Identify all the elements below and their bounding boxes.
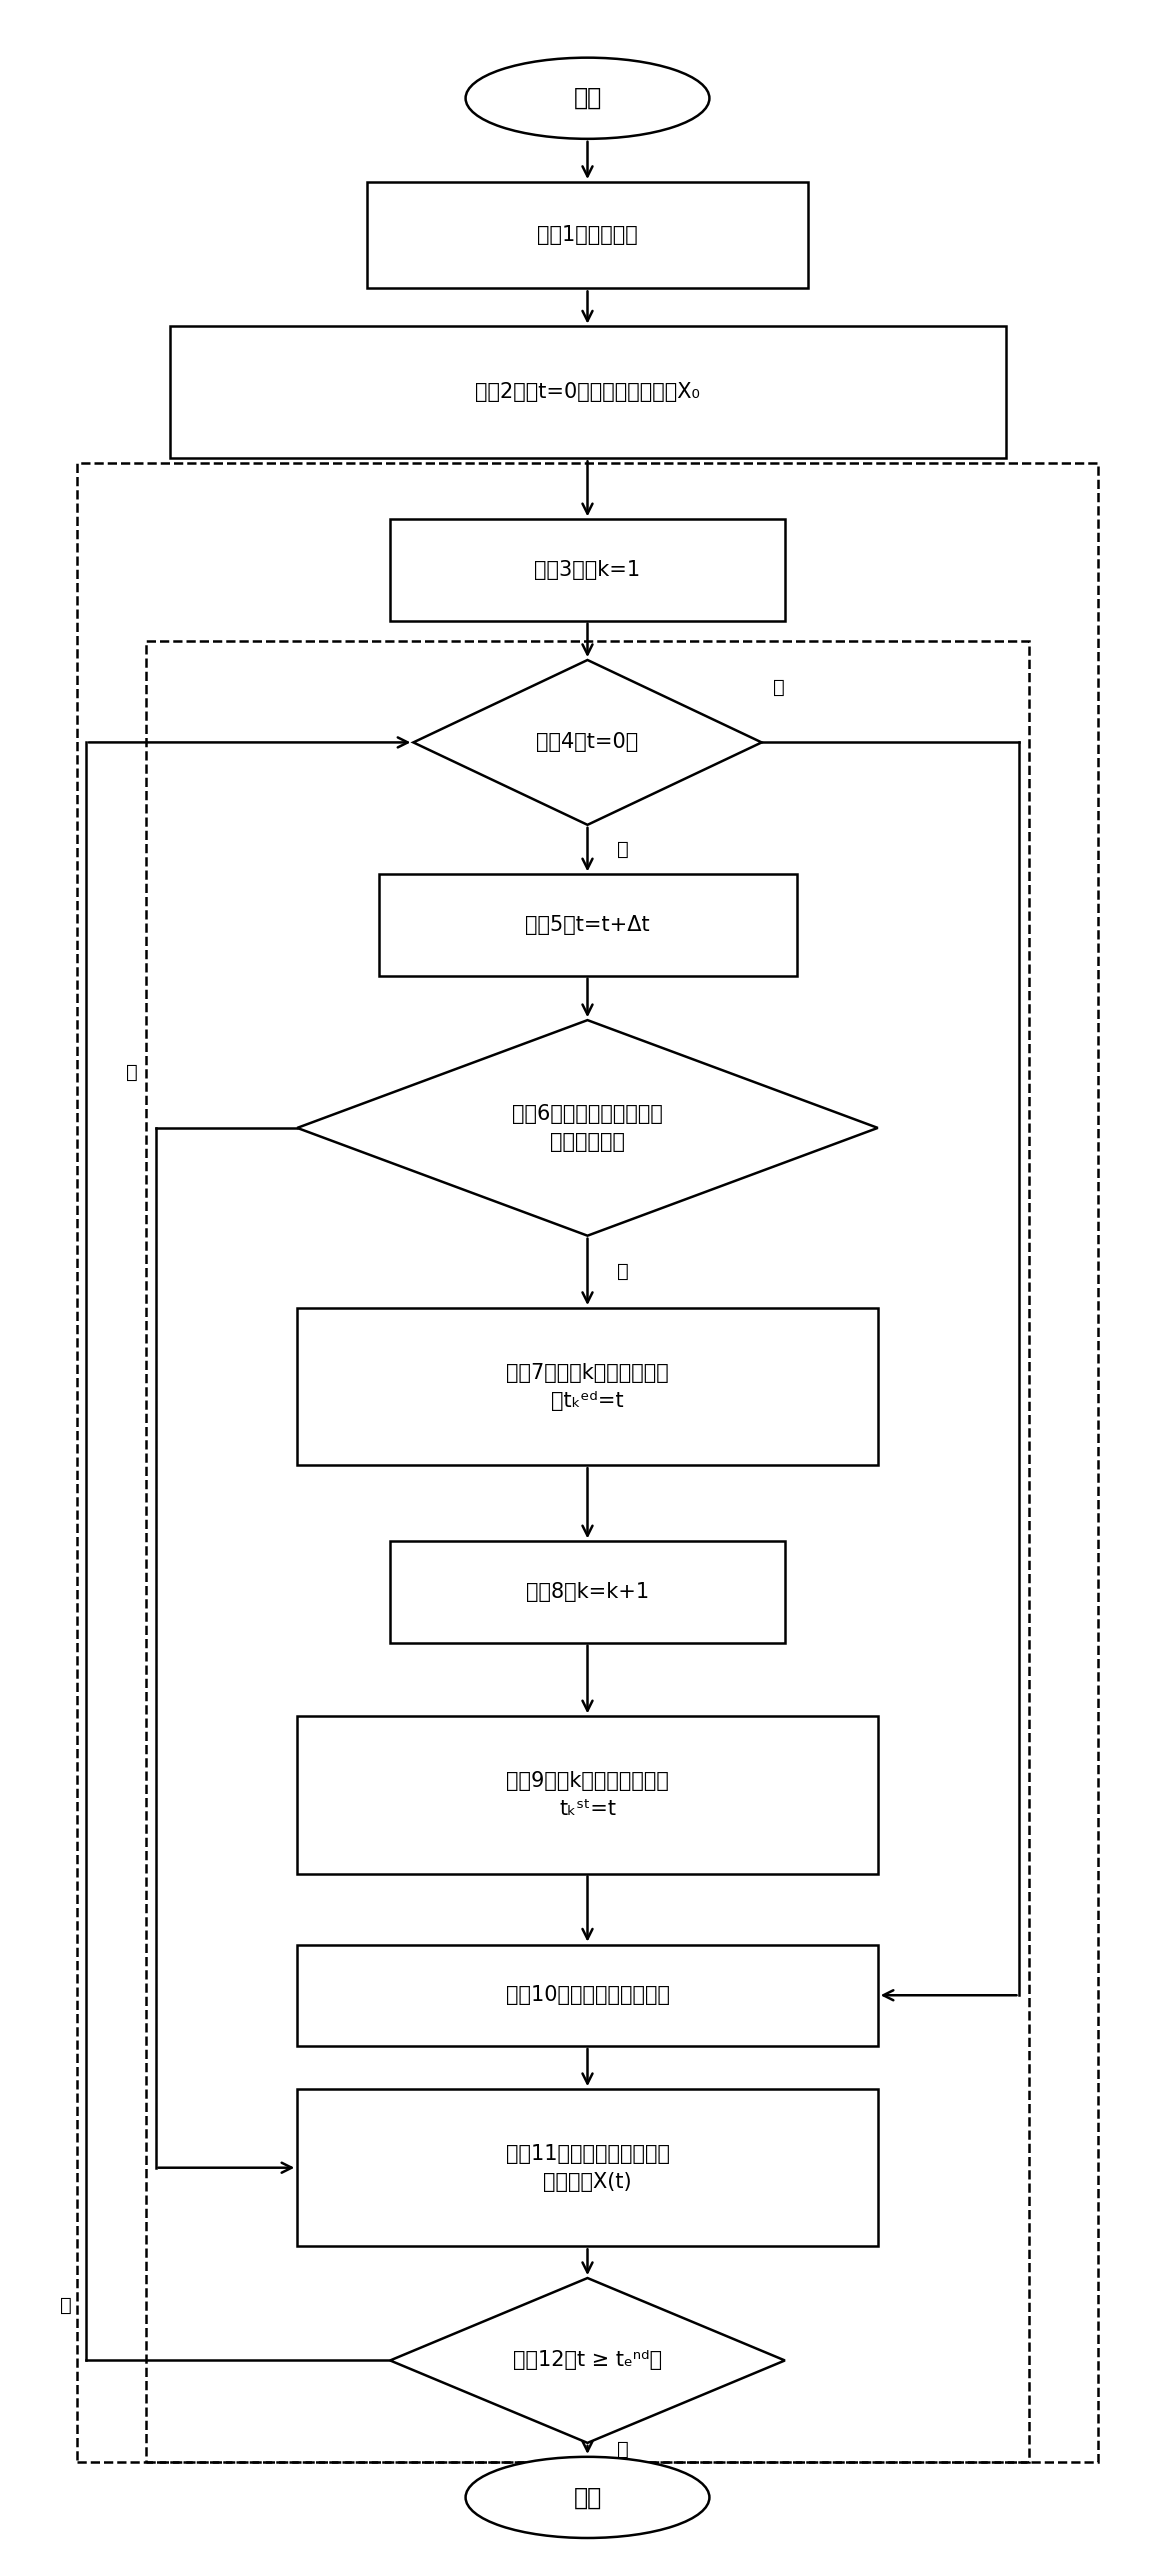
Text: 步骤4：t=0？: 步骤4：t=0？ bbox=[536, 732, 639, 752]
Bar bbox=[390, 520, 785, 620]
Bar bbox=[297, 1716, 878, 1874]
Text: 步骤8：k=k+1: 步骤8：k=k+1 bbox=[526, 1581, 649, 1601]
Text: 是: 是 bbox=[617, 1262, 629, 1280]
Bar bbox=[297, 1308, 878, 1466]
Bar bbox=[169, 326, 1006, 459]
Polygon shape bbox=[297, 1020, 878, 1237]
Text: 步骤6：晶闸管通断状况是
否发生改变？: 步骤6：晶闸管通断状况是 否发生改变？ bbox=[512, 1104, 663, 1153]
Text: 步骤5：t=t+Δt: 步骤5：t=t+Δt bbox=[525, 915, 650, 936]
Text: 步骤2：求t=0时刻状态变量初值X₀: 步骤2：求t=0时刻状态变量初值X₀ bbox=[475, 382, 700, 403]
Text: 是: 是 bbox=[617, 2440, 629, 2458]
Bar bbox=[76, 464, 1099, 2461]
Ellipse shape bbox=[465, 2456, 710, 2537]
Text: 步骤3：令k=1: 步骤3：令k=1 bbox=[535, 561, 640, 579]
Text: 步骤9：第k个时段起始时刻
tₖˢᵗ=t: 步骤9：第k个时段起始时刻 tₖˢᵗ=t bbox=[506, 1770, 669, 1818]
Bar bbox=[297, 2088, 878, 2247]
Polygon shape bbox=[414, 660, 761, 824]
Text: 步骤11：求解状态方程得到
状态变量X(t): 步骤11：求解状态方程得到 状态变量X(t) bbox=[505, 2145, 670, 2190]
Text: 步骤10：形成三相状态方程: 步骤10：形成三相状态方程 bbox=[505, 1986, 670, 2004]
Text: 步骤12：t ≥ tₑⁿᵈ？: 步骤12：t ≥ tₑⁿᵈ？ bbox=[513, 2351, 662, 2372]
Text: 结束: 结束 bbox=[573, 2486, 602, 2509]
Text: 否: 否 bbox=[60, 2295, 72, 2315]
Bar bbox=[378, 875, 797, 977]
Text: 是: 是 bbox=[773, 678, 785, 696]
Text: 步骤7：令第k个时段结束时
刻tₖᵉᵈ=t: 步骤7：令第k个时段结束时 刻tₖᵉᵈ=t bbox=[506, 1362, 669, 1410]
Text: 开始: 开始 bbox=[573, 87, 602, 110]
Text: 步骤1：获取参数: 步骤1：获取参数 bbox=[537, 224, 638, 245]
Ellipse shape bbox=[465, 59, 710, 138]
Text: 否: 否 bbox=[127, 1063, 139, 1081]
Text: 否: 否 bbox=[617, 839, 629, 859]
Bar bbox=[146, 640, 1029, 2461]
Polygon shape bbox=[390, 2277, 785, 2443]
Bar bbox=[367, 181, 808, 288]
Bar bbox=[297, 1946, 878, 2045]
Bar bbox=[390, 1540, 785, 1642]
